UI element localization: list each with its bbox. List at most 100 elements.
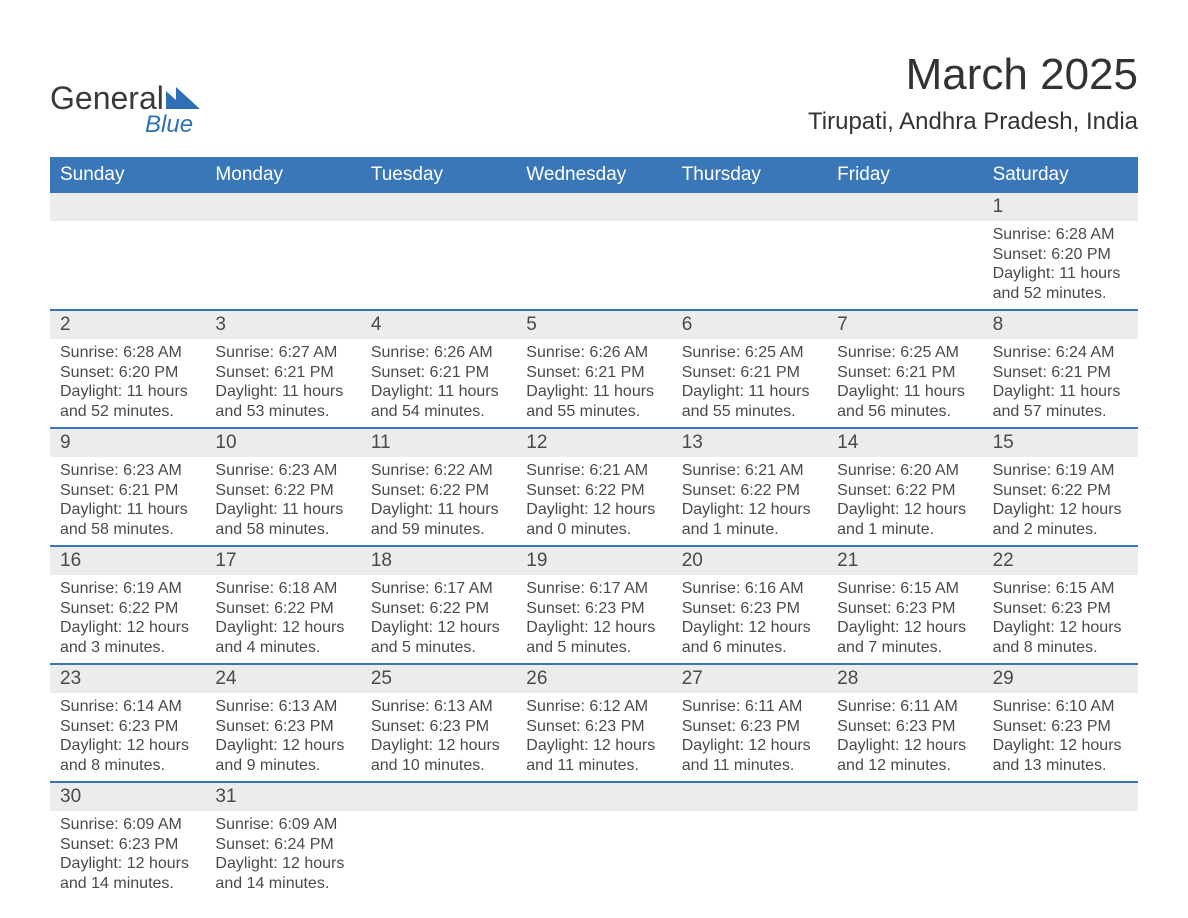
day-body: Sunrise: 6:22 AMSunset: 6:22 PMDaylight:… xyxy=(361,457,516,545)
day-body: Sunrise: 6:13 AMSunset: 6:23 PMDaylight:… xyxy=(205,693,360,781)
sunrise-text: Sunrise: 6:23 AM xyxy=(215,461,350,481)
day-cell: 14Sunrise: 6:20 AMSunset: 6:22 PMDayligh… xyxy=(827,429,982,545)
day-number: 7 xyxy=(827,311,982,339)
calendar-weeks: 1Sunrise: 6:28 AMSunset: 6:20 PMDaylight… xyxy=(50,193,1138,899)
calendar-week: 9 Sunrise: 6:23 AM Sunset: 6:21 PM Daylight… xyxy=(50,427,1138,545)
sunset-text: Sunset: 6:23 PM xyxy=(837,717,972,737)
day-number: 14 xyxy=(827,429,982,457)
sunrise-text: Sunrise: 6:22 AM xyxy=(371,461,506,481)
sunset-text: Sunset: 6:23 PM xyxy=(682,599,817,619)
day-number: 16 xyxy=(50,547,205,575)
day-body: Sunrise: 6:28 AMSunset: 6:20 PMDaylight:… xyxy=(983,221,1138,309)
day-body: Sunrise: 6:19 AMSunset: 6:22 PMDaylight:… xyxy=(50,575,205,663)
sunset-text: Sunset: 6:22 PM xyxy=(526,481,661,501)
daylight-text: Daylight: 12 hours and 9 minutes. xyxy=(215,736,350,775)
day-cell: 3Sunrise: 6:27 AMSunset: 6:21 PMDaylight… xyxy=(205,311,360,427)
day-number: 18 xyxy=(361,547,516,575)
day-body xyxy=(516,221,671,241)
sunrise-text: Sunrise: 6:13 AM xyxy=(371,697,506,717)
day-number: 17 xyxy=(205,547,360,575)
day-body: Sunrise: 6:19 AMSunset: 6:22 PMDaylight:… xyxy=(983,457,1138,545)
day-body xyxy=(827,221,982,241)
day-body: Sunrise: 6:25 AMSunset: 6:21 PMDaylight:… xyxy=(827,339,982,427)
sunset-text: Sunset: 6:21 PM xyxy=(215,363,350,383)
sunrise-text: Sunrise: 6:17 AM xyxy=(371,579,506,599)
sunset-text: Sunset: 6:21 PM xyxy=(371,363,506,383)
sunrise-text: Sunrise: 6:20 AM xyxy=(837,461,972,481)
sunrise-text: Sunrise: 6:11 AM xyxy=(837,697,972,717)
day-body: Sunrise: 6:28 AMSunset: 6:20 PMDaylight:… xyxy=(50,339,205,427)
day-number xyxy=(672,783,827,811)
day-number: 24 xyxy=(205,665,360,693)
sunrise-text: Sunrise: 6:15 AM xyxy=(837,579,972,599)
day-number xyxy=(516,783,671,811)
calendar-header-row: SundayMondayTuesdayWednesdayThursdayFrid… xyxy=(50,157,1138,193)
day-cell xyxy=(516,193,671,309)
sunset-text: Sunset: 6:22 PM xyxy=(215,481,350,501)
sunset-text: Sunset: 6:20 PM xyxy=(60,363,195,383)
daylight-text: Daylight: 12 hours and 0 minutes. xyxy=(526,500,661,539)
daylight-text: Daylight: 11 hours and 58 minutes. xyxy=(215,500,350,539)
day-cell: 15Sunrise: 6:19 AMSunset: 6:22 PMDayligh… xyxy=(983,429,1138,545)
day-number xyxy=(672,193,827,221)
daylight-text: Daylight: 12 hours and 7 minutes. xyxy=(837,618,972,657)
day-cell: 12Sunrise: 6:21 AMSunset: 6:22 PMDayligh… xyxy=(516,429,671,545)
sunset-text: Sunset: 6:22 PM xyxy=(60,599,195,619)
daylight-text: Daylight: 12 hours and 3 minutes. xyxy=(60,618,195,657)
day-header: Wednesday xyxy=(516,157,671,193)
day-body: Sunrise: 6:15 AMSunset: 6:23 PMDaylight:… xyxy=(827,575,982,663)
day-number: 27 xyxy=(672,665,827,693)
sunrise-text: Sunrise: 6:15 AM xyxy=(993,579,1128,599)
daylight-text: Daylight: 12 hours and 6 minutes. xyxy=(682,618,817,657)
day-number xyxy=(361,783,516,811)
sunrise-text: Sunrise: 6:27 AM xyxy=(215,343,350,363)
day-body: Sunrise: 6:12 AMSunset: 6:23 PMDaylight:… xyxy=(516,693,671,781)
day-cell: 22Sunrise: 6:15 AMSunset: 6:23 PMDayligh… xyxy=(983,547,1138,663)
day-number: 9 xyxy=(50,429,205,457)
day-cell xyxy=(983,783,1138,899)
day-header: Saturday xyxy=(983,157,1138,193)
day-number: 10 xyxy=(205,429,360,457)
day-body: Sunrise: 6:24 AMSunset: 6:21 PMDaylight:… xyxy=(983,339,1138,427)
sunrise-text: Sunrise: 6:11 AM xyxy=(682,697,817,717)
day-cell xyxy=(50,193,205,309)
sunset-text: Sunset: 6:21 PM xyxy=(60,481,195,501)
sunrise-text: Sunrise: 6:14 AM xyxy=(60,697,195,717)
page-subtitle: Tirupati, Andhra Pradesh, India xyxy=(808,108,1138,136)
calendar-week: 30Sunrise: 6:09 AMSunset: 6:23 PMDayligh… xyxy=(50,781,1138,899)
sunrise-text: Sunrise: 6:28 AM xyxy=(993,225,1128,245)
day-body: Sunrise: 6:26 AMSunset: 6:21 PMDaylight:… xyxy=(361,339,516,427)
sunset-text: Sunset: 6:22 PM xyxy=(682,481,817,501)
daylight-text: Daylight: 11 hours and 54 minutes. xyxy=(371,382,506,421)
daylight-text: Daylight: 12 hours and 5 minutes. xyxy=(371,618,506,657)
daylight-text: Daylight: 11 hours and 52 minutes. xyxy=(60,382,195,421)
sunset-text: Sunset: 6:22 PM xyxy=(371,481,506,501)
daylight-text: Daylight: 12 hours and 11 minutes. xyxy=(682,736,817,775)
day-cell: 19Sunrise: 6:17 AMSunset: 6:23 PMDayligh… xyxy=(516,547,671,663)
sunset-text: Sunset: 6:23 PM xyxy=(60,835,195,855)
day-body: Sunrise: 6:23 AMSunset: 6:22 PMDaylight:… xyxy=(205,457,360,545)
calendar-week: 1Sunrise: 6:28 AMSunset: 6:20 PMDaylight… xyxy=(50,193,1138,309)
sunrise-text: Sunrise: 6:10 AM xyxy=(993,697,1128,717)
day-cell xyxy=(827,193,982,309)
day-number: 12 xyxy=(516,429,671,457)
calendar: SundayMondayTuesdayWednesdayThursdayFrid… xyxy=(50,157,1138,899)
sunrise-text: Sunrise: 6:18 AM xyxy=(215,579,350,599)
day-cell xyxy=(361,193,516,309)
day-number: 6 xyxy=(672,311,827,339)
day-body: Sunrise: 6:11 AMSunset: 6:23 PMDaylight:… xyxy=(827,693,982,781)
day-cell xyxy=(672,193,827,309)
sunset-text: Sunset: 6:23 PM xyxy=(526,599,661,619)
day-body xyxy=(361,221,516,241)
day-number: 25 xyxy=(361,665,516,693)
day-body xyxy=(827,811,982,831)
sunrise-text: Sunrise: 6:26 AM xyxy=(526,343,661,363)
daylight-text: Daylight: 12 hours and 2 minutes. xyxy=(993,500,1128,539)
sunrise-text: Sunrise: 6:25 AM xyxy=(682,343,817,363)
calendar-week: 2Sunrise: 6:28 AMSunset: 6:20 PMDaylight… xyxy=(50,309,1138,427)
day-cell: 5Sunrise: 6:26 AMSunset: 6:21 PMDaylight… xyxy=(516,311,671,427)
sunset-text: Sunset: 6:21 PM xyxy=(837,363,972,383)
daylight-text: Daylight: 12 hours and 12 minutes. xyxy=(837,736,972,775)
daylight-text: Daylight: 12 hours and 1 minute. xyxy=(837,500,972,539)
daylight-text: Daylight: 12 hours and 14 minutes. xyxy=(60,854,195,893)
